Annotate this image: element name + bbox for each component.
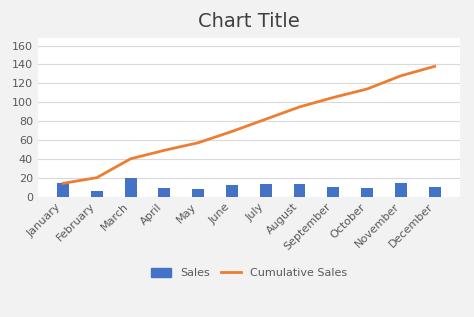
Legend: Sales, Cumulative Sales: Sales, Cumulative Sales xyxy=(146,264,351,283)
Bar xyxy=(429,187,441,197)
Bar xyxy=(260,184,272,197)
Bar xyxy=(57,183,69,197)
Title: Chart Title: Chart Title xyxy=(198,12,300,31)
Bar xyxy=(293,184,305,197)
Bar xyxy=(361,188,373,197)
Bar xyxy=(328,187,339,197)
Bar xyxy=(192,189,204,197)
Bar xyxy=(395,183,407,197)
Bar xyxy=(91,191,103,197)
Bar xyxy=(125,178,137,197)
Bar xyxy=(226,185,238,197)
Bar xyxy=(158,188,170,197)
